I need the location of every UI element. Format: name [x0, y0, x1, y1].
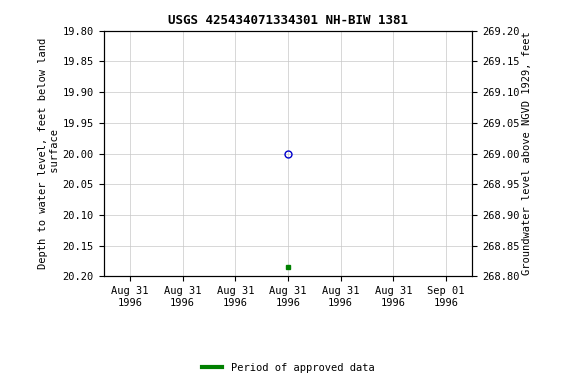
Y-axis label: Groundwater level above NGVD 1929, feet: Groundwater level above NGVD 1929, feet [522, 32, 532, 275]
Legend: Period of approved data: Period of approved data [198, 359, 378, 377]
Title: USGS 425434071334301 NH-BIW 1381: USGS 425434071334301 NH-BIW 1381 [168, 14, 408, 27]
Y-axis label: Depth to water level, feet below land
 surface: Depth to water level, feet below land su… [39, 38, 60, 269]
